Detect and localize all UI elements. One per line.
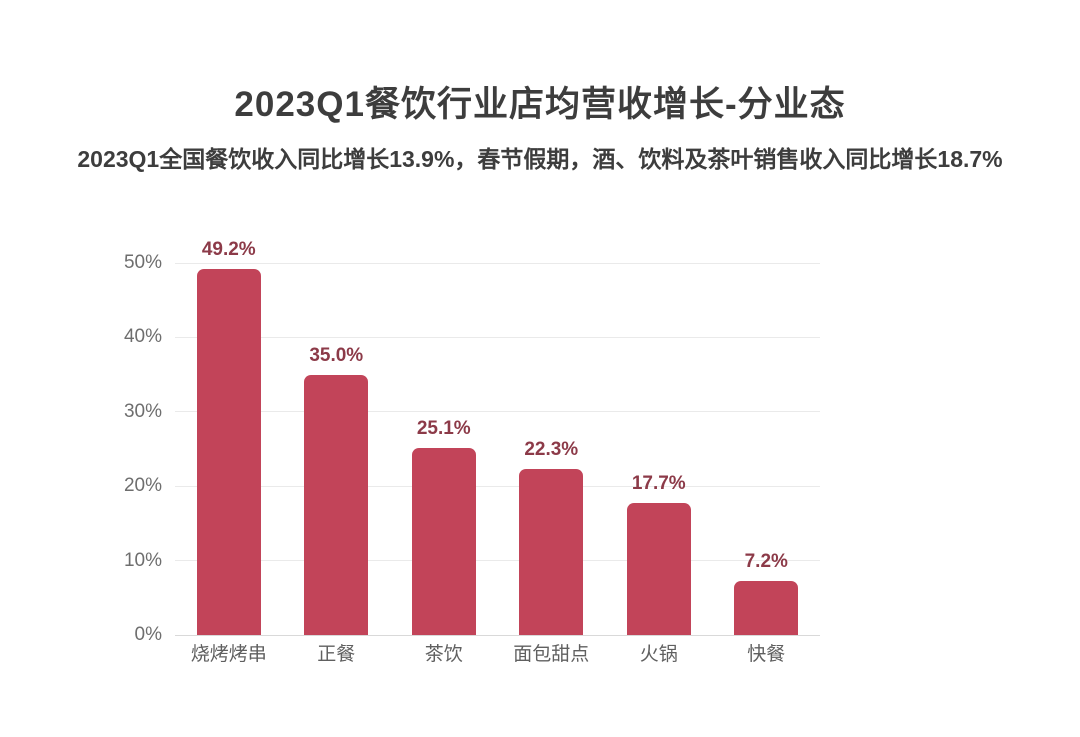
bar-value-label: 7.2% [744,551,788,573]
x-axis-baseline [175,634,820,636]
gridline [175,485,820,487]
bar-value-label: 49.2% [201,238,256,260]
bar [411,448,476,635]
chart-subtitle: 2023Q1全国餐饮收入同比增长13.9%，春节假期，酒、饮料及茶叶销售收入同比… [77,146,1003,172]
bar [304,374,369,635]
y-axis-tick-label: 10% [123,549,162,571]
chart-title: 2023Q1餐饮行业店均营收增长-分业态 [234,85,846,124]
bar [626,503,691,635]
x-axis-category-label: 快餐 [747,644,786,665]
gridline [175,336,820,338]
gridline [175,262,820,264]
x-axis-category-label: 面包甜点 [513,644,590,665]
bar [734,581,799,635]
gridline [175,411,820,413]
bar-value-label: 22.3% [524,439,579,461]
x-axis-category-label: 火锅 [639,644,678,665]
y-axis-tick-label: 20% [123,475,162,497]
bar [196,268,261,635]
bar [519,469,584,635]
y-axis-tick-label: 50% [123,252,162,273]
y-axis-tick-label: 0% [134,624,162,645]
bar-value-label: 35.0% [309,344,364,366]
y-axis-tick-label: 30% [123,400,162,422]
x-axis-category-label: 烧烤烤串 [190,644,267,665]
bar-value-label: 17.7% [631,473,686,495]
x-axis-category-label: 正餐 [317,644,356,665]
gridline [175,560,820,562]
bar-value-label: 25.1% [416,418,471,440]
y-axis-tick-label: 40% [123,326,162,348]
x-axis-category-label: 茶饮 [424,644,463,665]
